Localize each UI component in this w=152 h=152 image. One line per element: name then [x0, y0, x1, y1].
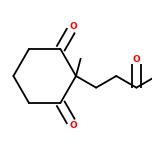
- Text: O: O: [133, 55, 140, 64]
- Text: O: O: [69, 22, 77, 31]
- Text: O: O: [69, 121, 77, 130]
